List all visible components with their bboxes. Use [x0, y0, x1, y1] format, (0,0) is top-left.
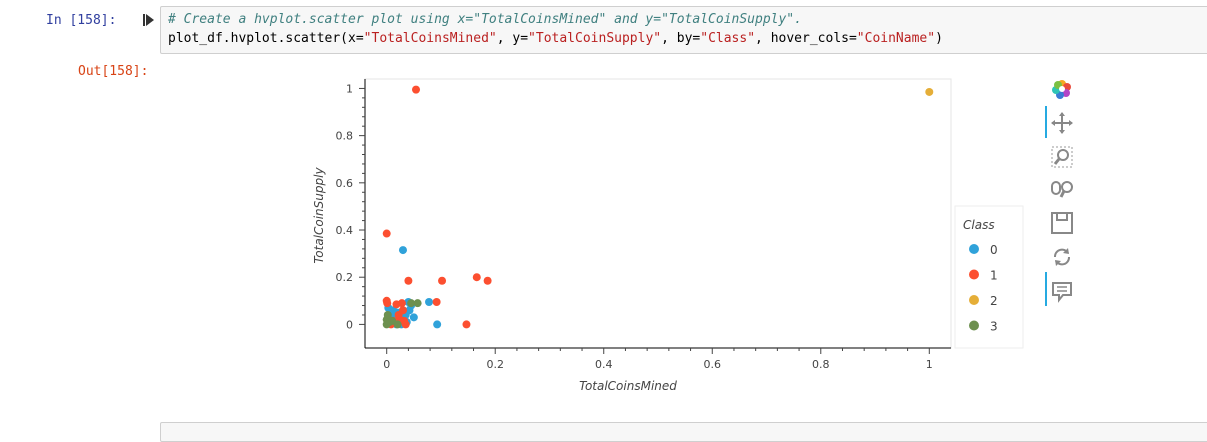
y-tick-label: 1: [346, 82, 353, 95]
x-tick-label: 0.4: [595, 358, 613, 371]
scatter-point-class-0[interactable]: [433, 320, 442, 329]
scatter-point-class-0[interactable]: [398, 246, 407, 255]
scatter-point-class-3[interactable]: [413, 299, 422, 308]
x-tick-label: 0.2: [486, 358, 504, 371]
x-tick-label: 0.8: [812, 358, 830, 371]
legend-box: [954, 205, 1024, 349]
scatter-point-class-1[interactable]: [382, 229, 391, 238]
output-prompt: Out[158]:: [78, 64, 149, 79]
legend-title: Class: [963, 218, 995, 232]
y-tick-label: 0: [346, 318, 353, 331]
code-comment-line: # Create a hvplot.scatter plot using x="…: [168, 12, 802, 27]
scatter-point-class-1[interactable]: [483, 276, 492, 285]
scatter-point-class-1[interactable]: [472, 273, 481, 282]
scatter-point-class-1[interactable]: [438, 276, 447, 285]
box-zoom-icon[interactable]: [1049, 144, 1075, 170]
run-cell-icon[interactable]: [143, 13, 155, 27]
scatter-point-class-0[interactable]: [409, 313, 418, 322]
scatter-point-class-3[interactable]: [383, 310, 392, 319]
plot-area[interactable]: [364, 78, 952, 349]
hover-icon[interactable]: [1049, 278, 1075, 304]
scatter-point-class-2[interactable]: [925, 87, 934, 96]
scatter-point-class-1[interactable]: [404, 276, 413, 285]
legend-label-class-3[interactable]: 3: [990, 320, 998, 334]
scatter-point-class-3[interactable]: [393, 320, 402, 329]
scatter-point-class-3[interactable]: [407, 299, 416, 308]
scatter-point-class-1[interactable]: [412, 85, 421, 94]
code-call-line: plot_df.hvplot.scatter(x="TotalCoinsMine…: [168, 31, 943, 46]
scatter-point-class-1[interactable]: [383, 299, 392, 308]
legend-marker-class-0[interactable]: [969, 244, 979, 254]
y-axis-label: TotalCoinSupply: [312, 167, 326, 264]
legend-marker-class-1[interactable]: [969, 269, 979, 280]
x-tick-label: 0: [383, 358, 390, 371]
legend-label-class-1[interactable]: 1: [990, 269, 998, 283]
next-code-cell[interactable]: [160, 422, 1207, 442]
x-tick-label: 0.6: [704, 358, 722, 371]
scatter-point-class-1[interactable]: [462, 320, 471, 329]
bokeh-logo-icon[interactable]: [1049, 76, 1075, 102]
reset-icon[interactable]: [1049, 244, 1075, 270]
plot-toolbar: [1043, 74, 1083, 314]
scatter-point-class-1[interactable]: [401, 320, 410, 329]
y-tick-label: 0.4: [336, 224, 354, 237]
wheel-zoom-icon[interactable]: [1049, 176, 1075, 202]
pan-icon[interactable]: [1049, 110, 1075, 136]
legend-label-class-0[interactable]: 0: [990, 243, 998, 257]
scatter-point-class-1[interactable]: [397, 299, 406, 308]
code-cell-input[interactable]: # Create a hvplot.scatter plot using x="…: [160, 6, 1207, 54]
x-axis-label: TotalCoinsMined: [579, 379, 677, 393]
y-tick-label: 0.6: [336, 177, 354, 190]
legend-label-class-2[interactable]: 2: [990, 294, 998, 308]
scatter-point-class-1[interactable]: [432, 297, 441, 306]
y-tick-label: 0.2: [336, 271, 354, 284]
scatter-point-class-0[interactable]: [425, 297, 434, 306]
scatter-point-class-1[interactable]: [398, 306, 407, 315]
input-prompt: In [158]:: [46, 13, 117, 28]
scatter-plot[interactable]: 0 0.2 0.4 0.6 0.8 1 0 0.2 0.4 0.6 0.8 1 TotalCoinsMi…: [0, 0, 1207, 433]
x-tick-label: 1: [926, 358, 933, 371]
legend-marker-class-2[interactable]: [969, 295, 979, 305]
save-icon[interactable]: [1049, 210, 1075, 236]
legend-marker-class-3[interactable]: [969, 320, 979, 331]
y-tick-label: 0.8: [336, 130, 354, 143]
